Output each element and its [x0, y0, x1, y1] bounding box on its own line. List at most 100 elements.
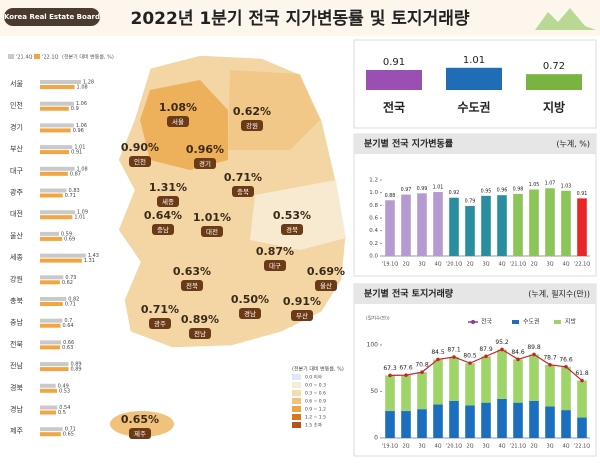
region-label: 대전	[10, 209, 23, 218]
map-region-name: 강원	[246, 121, 258, 130]
logo-badge	[4, 8, 100, 26]
legend-label: '22.1Q	[42, 55, 59, 61]
bar	[417, 193, 427, 256]
legend-label: 지방	[565, 318, 577, 326]
line-marker	[564, 364, 568, 369]
value-label: 1.08	[77, 166, 88, 172]
value-label: 0.97	[401, 187, 412, 193]
value-label: 0.59	[61, 231, 72, 237]
chart-layer: 1.08% 서울 0.90% 인천 0.96% 경기 0.62% 강원 1.31% 세종 0.71%…	[8, 54, 590, 450]
region-label: 광주	[10, 189, 23, 197]
map-value: 1.08%	[159, 101, 197, 114]
bar	[40, 101, 74, 106]
page-title: 2022년 1분기 전국 지가변동률 및 토지거래량	[131, 9, 470, 29]
map-value: 0.71%	[224, 171, 262, 184]
x-tick-label: 4Q	[434, 262, 441, 268]
region-label: 서울	[10, 79, 23, 88]
bar	[385, 375, 395, 412]
bar	[401, 194, 411, 256]
map-region-name: 광주	[154, 320, 166, 328]
bar	[577, 198, 587, 256]
bar	[40, 188, 67, 193]
map-region-name: 인천	[134, 157, 146, 166]
map-region-name: 전남	[194, 329, 206, 338]
map-value: 0.87%	[256, 245, 294, 258]
bar	[481, 356, 491, 403]
x-tick-label: 2Q	[402, 444, 409, 450]
value-label: 0.99	[417, 186, 428, 192]
x-tick-label: 2Q	[466, 262, 473, 268]
line-marker	[420, 370, 424, 374]
map-region-badge	[167, 116, 189, 127]
chart-title: 분기별 전국 지가변동률	[364, 138, 453, 150]
bar	[545, 188, 555, 256]
region-label: 경북	[10, 383, 23, 392]
value-label: 0.64	[62, 323, 73, 329]
category-label: 수도권	[457, 101, 490, 115]
region-label: 충남	[10, 318, 23, 327]
map-legend-swatch	[292, 390, 301, 396]
map-value: 0.96%	[186, 143, 224, 156]
bar	[481, 402, 491, 438]
region-label: 경남	[10, 405, 23, 414]
x-tick-label: '22.1Q	[574, 262, 591, 268]
y-tick-label: 1.0	[369, 190, 378, 196]
map-region-name: 충남	[157, 225, 169, 234]
x-tick-label: 3Q	[482, 262, 489, 268]
line-marker	[500, 347, 504, 352]
bar	[40, 171, 68, 176]
region-label: 제주	[10, 427, 23, 435]
bar	[40, 231, 59, 236]
value-label: 84.5	[431, 349, 445, 356]
x-tick-label: 2Q	[530, 444, 537, 450]
bar	[446, 67, 502, 90]
value-label: 0.89	[70, 362, 81, 368]
map-legend-swatch	[292, 422, 301, 428]
value-label: 1.07	[545, 181, 556, 187]
region-label: 강원	[10, 274, 23, 283]
region-label: 대구	[10, 167, 23, 175]
x-tick-label: '21.1Q	[510, 262, 527, 268]
legend-marker	[471, 320, 475, 324]
value-label: 0.89	[70, 367, 81, 373]
map-region-name: 대전	[206, 227, 218, 236]
value-label: 87.9	[479, 346, 493, 353]
bar	[40, 80, 81, 84]
map-value: 0.91%	[283, 295, 321, 308]
bar	[40, 340, 62, 345]
value-label: 1.01	[433, 185, 444, 191]
map-legend-swatch	[292, 414, 301, 420]
bar	[545, 406, 555, 438]
region-label: 전북	[10, 339, 23, 348]
value-label: 87.1	[447, 346, 461, 353]
value-label: 76.6	[559, 356, 573, 363]
bar	[561, 190, 571, 256]
value-label: 70.8	[415, 362, 429, 369]
map-value: 0.62%	[233, 105, 271, 118]
map-region-name: 대구	[269, 262, 281, 270]
map-region-name: 경북	[286, 225, 298, 234]
map-region-name: 충북	[237, 187, 249, 196]
legend-label: 전국	[481, 318, 493, 326]
map-legend-label: 0.9 ~ 1.2	[305, 407, 326, 413]
legend-swatch	[34, 54, 40, 59]
region-label: 부산	[10, 144, 23, 153]
map-region-badge	[264, 260, 286, 271]
bar	[545, 364, 555, 407]
y-tick-label: 0.4	[369, 228, 378, 234]
legend-swatch	[512, 320, 519, 324]
chart-subtitle: (누계, 필지수(만))	[528, 289, 590, 299]
value-label: 0.79	[465, 198, 476, 204]
map-region-badge	[194, 158, 216, 169]
map-region-badge	[129, 428, 151, 439]
bar	[40, 193, 63, 198]
bar	[449, 400, 459, 438]
value-label: 1.43	[88, 253, 99, 259]
bar	[40, 215, 73, 220]
value-label: 0.82	[68, 297, 79, 303]
bar	[401, 411, 411, 438]
map-region-name: 울산	[320, 281, 332, 290]
map-legend-swatch	[292, 382, 301, 388]
bar	[401, 375, 411, 412]
value-label: 0.49	[58, 383, 69, 389]
